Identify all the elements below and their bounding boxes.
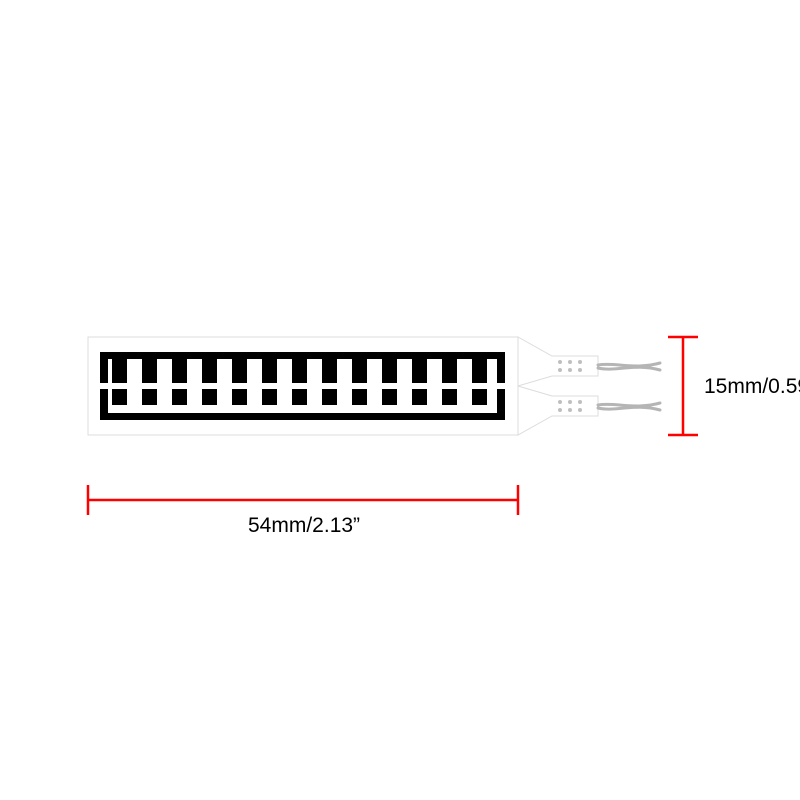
- dimension-lines: [0, 0, 800, 800]
- height-dimension: [668, 337, 698, 435]
- width-dimension-label: 54mm/2.13”: [248, 514, 360, 538]
- diagram-canvas: 54mm/2.13” 15mm/0.59”: [0, 0, 800, 800]
- width-dimension: [88, 485, 518, 515]
- height-dimension-label: 15mm/0.59”: [704, 375, 800, 399]
